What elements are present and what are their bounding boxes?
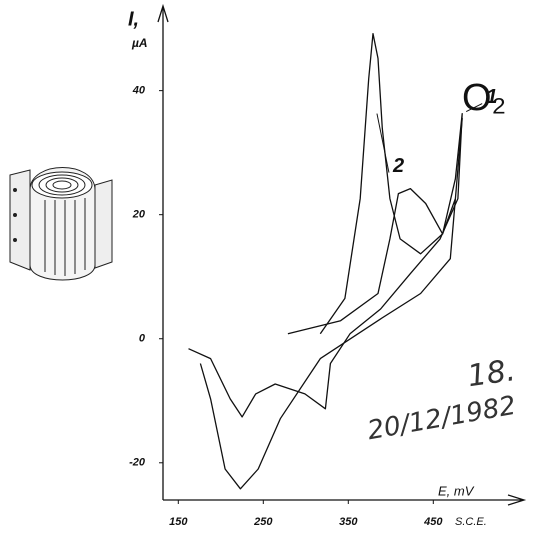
curve <box>199 32 463 490</box>
note: 20/12/1982 <box>365 391 518 447</box>
curve <box>188 112 463 418</box>
x-tick-label: 350 <box>339 516 358 528</box>
curve-label: 2 <box>392 155 404 177</box>
y-label: I, <box>128 8 139 30</box>
x-tick-label: 450 <box>423 516 443 528</box>
x-reference: S.C.E. <box>455 516 487 528</box>
note: 18. <box>465 353 517 394</box>
leader-line <box>465 103 483 113</box>
y-tick-label: 20 <box>132 209 146 221</box>
curve-label: 1 <box>486 86 497 108</box>
roll-illustration <box>9 167 113 281</box>
gas-label: O₂ <box>462 77 506 119</box>
y-tick-label: -20 <box>129 457 146 469</box>
x-tick-label: 250 <box>253 516 273 528</box>
axes <box>157 3 527 506</box>
x-tick-label: 150 <box>169 516 188 528</box>
y-tick-label: 40 <box>132 85 146 97</box>
y-unit: µA <box>131 36 148 50</box>
y-tick-label: 0 <box>139 333 146 345</box>
leader-line <box>376 113 390 173</box>
x-label: E, mV <box>438 483 475 498</box>
